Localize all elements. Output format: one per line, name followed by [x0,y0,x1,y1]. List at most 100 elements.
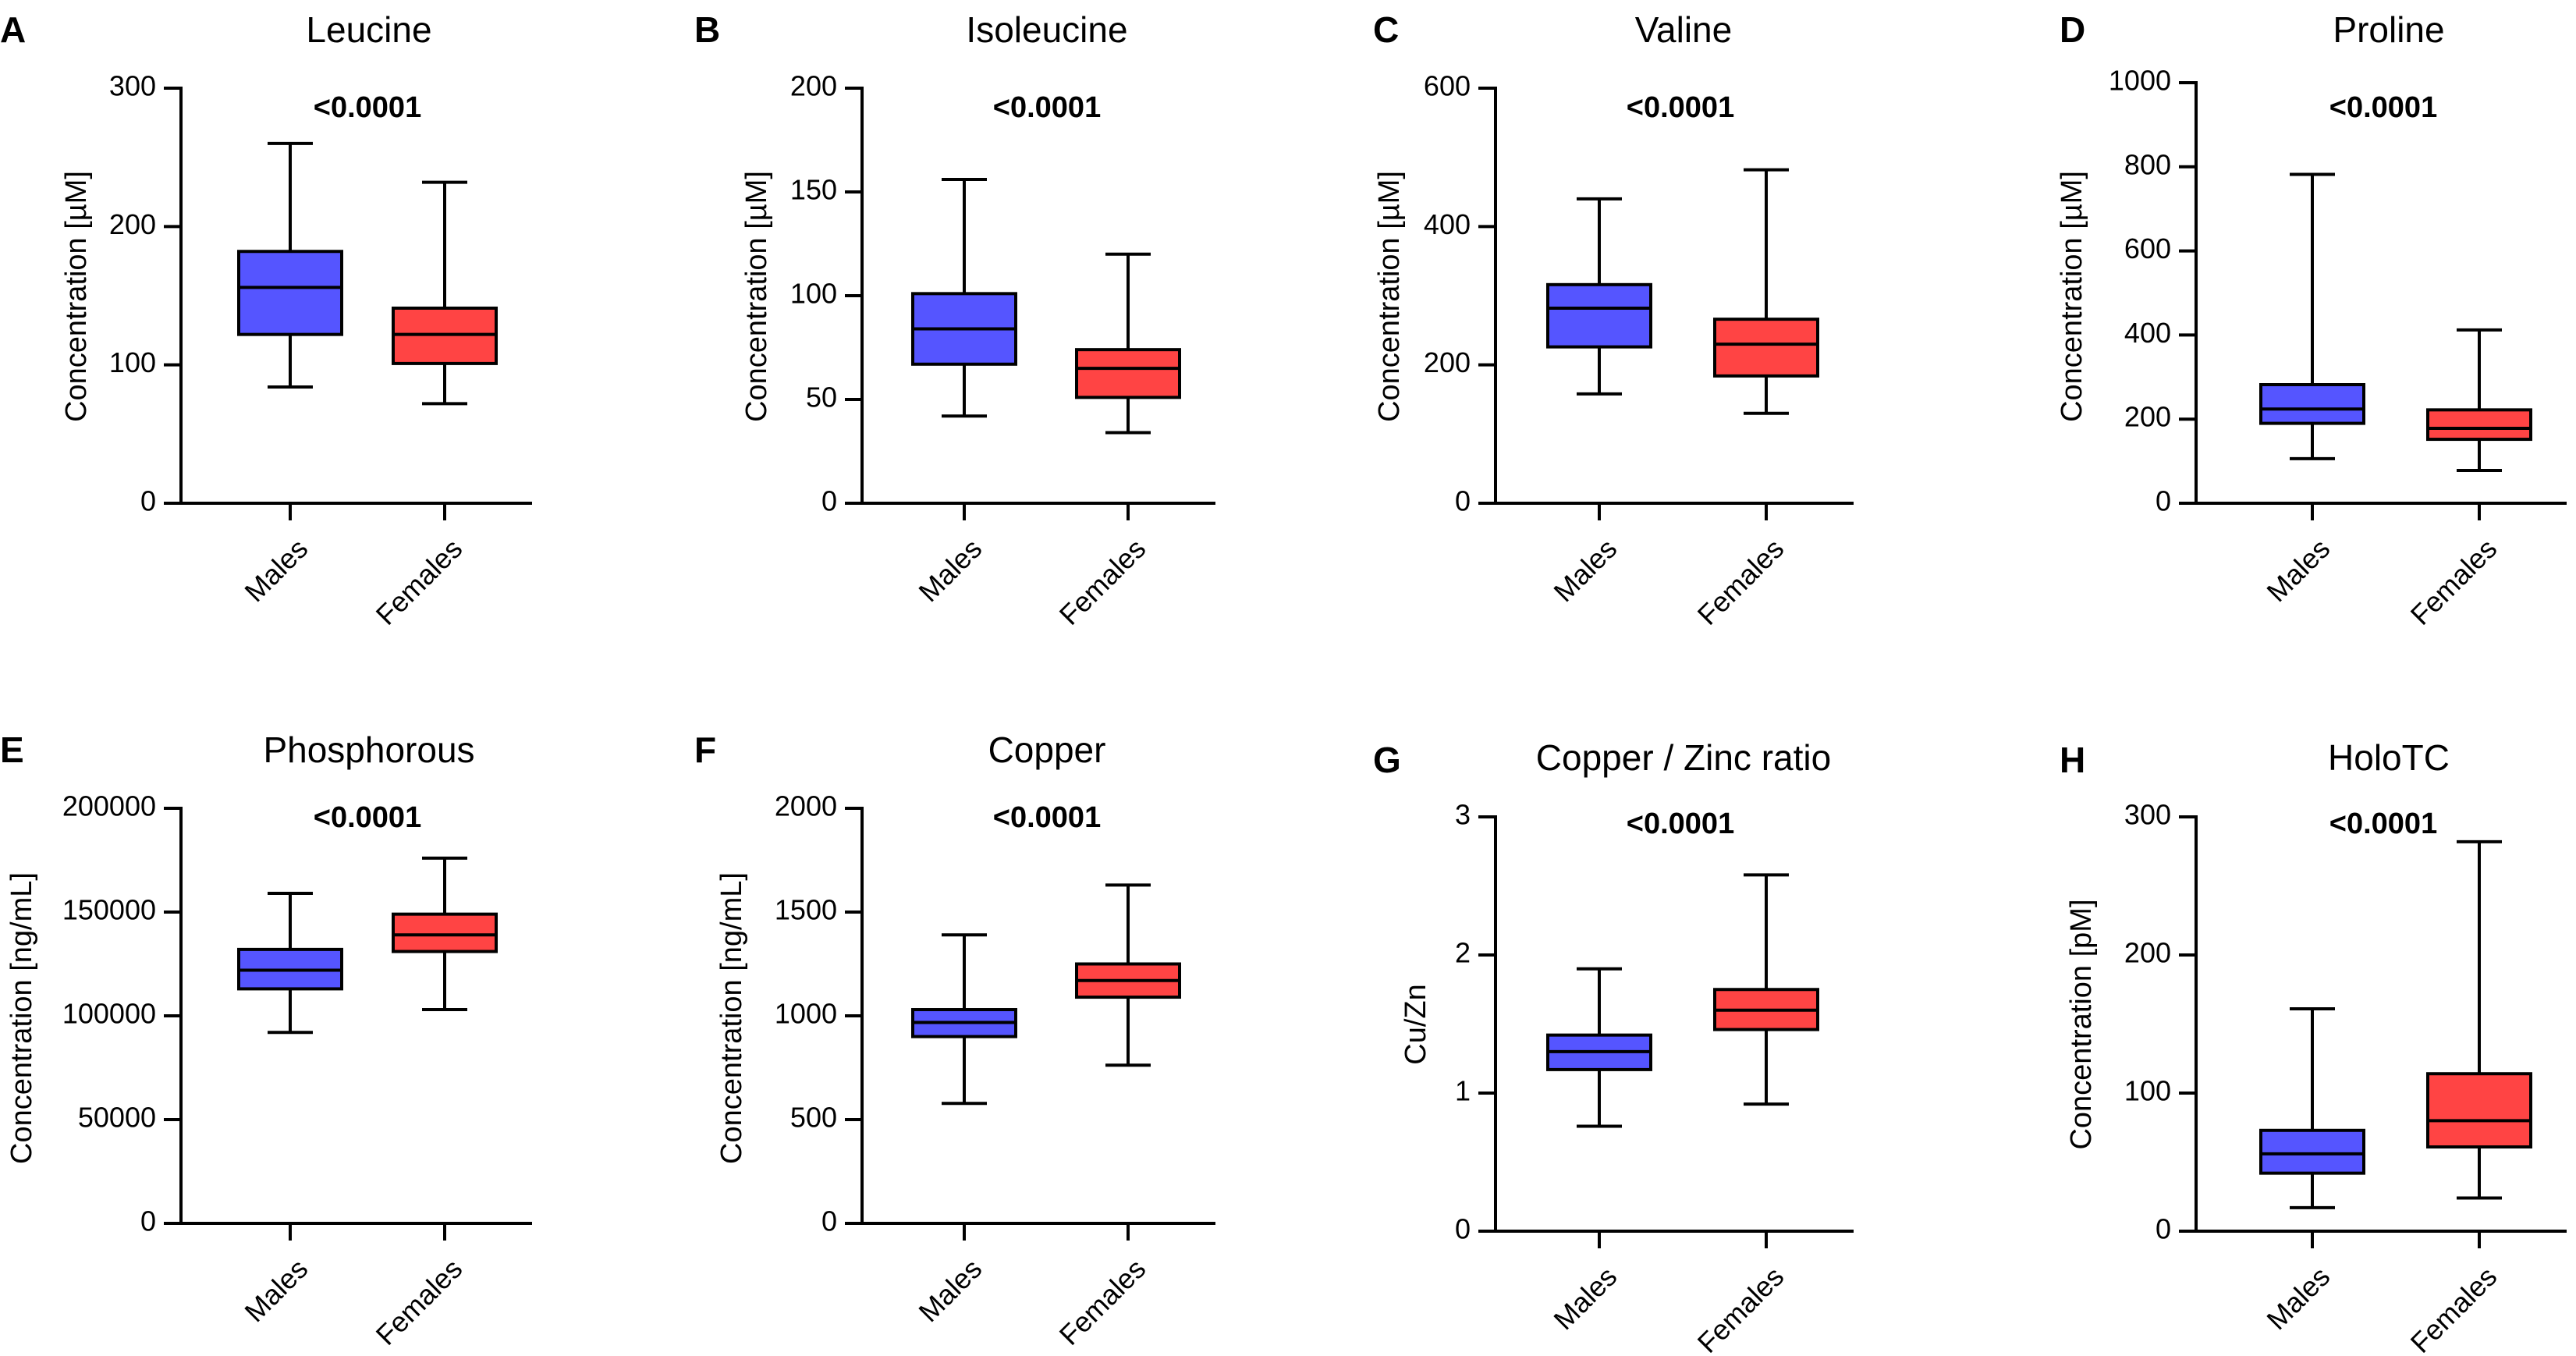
y-tick-label: 150000 [62,894,156,926]
y-tick-label: 200 [2124,401,2171,433]
y-tick-label: 300 [2124,799,2171,831]
box-males [1546,282,1652,349]
p-value-annotation: <0.0001 [314,91,421,124]
y-axis-label: Concentration [µM] [740,171,773,422]
panel-letter: C [1373,9,1399,50]
y-tick-label: 200 [2124,937,2171,969]
y-tick-label: 600 [2124,233,2171,264]
y-axis-label: Concentration [pM] [2065,899,2098,1149]
y-axis-label: Concentration [µM] [1373,171,1406,422]
y-tick-label: 0 [821,1205,837,1237]
chart-title: Phosphorous [263,729,474,770]
y-tick-label: 200000 [62,790,156,822]
x-category-label: Males [912,532,988,608]
p-value-annotation: <0.0001 [1627,91,1734,124]
chart-title: Leucine [306,9,431,50]
chart-panel-f: F Copper <0.0001 Concentration [ng/mL] 0 500 1… [694,729,1215,1351]
chart-title: Isoleucine [966,9,1127,50]
x-category-label: Males [238,1252,314,1328]
y-tick-label: 150 [790,174,837,206]
chart-title: Valine [1635,9,1732,50]
panel-letter: B [694,9,720,50]
chart-panel-g: G Copper / Zinc ratio <0.0001 Cu/Zn 0 1 2 3 Male… [1373,737,1854,1356]
y-tick-label: 1000 [775,998,837,1030]
p-value-annotation: <0.0001 [993,801,1101,834]
x-category-label: Females [370,532,469,631]
y-tick-label: 0 [2156,1213,2171,1245]
panel-letter: D [2060,9,2085,50]
y-tick-label: 100000 [62,998,156,1030]
box-males [2259,1128,2365,1175]
y-tick-label: 0 [140,485,156,517]
chart-title: HoloTC [2328,737,2450,778]
y-tick-label: 1 [1455,1075,1471,1107]
y-tick-label: 400 [1424,208,1471,240]
panel-letter: A [0,9,26,50]
y-tick-label: 0 [821,485,837,517]
box-females [2426,1072,2532,1149]
panel-letter: E [0,729,24,770]
box-females [392,912,498,953]
panel-letter: H [2060,740,2085,780]
x-category-label: Females [1053,532,1152,631]
y-tick-label: 1500 [775,894,837,926]
x-category-label: Females [370,1252,469,1351]
y-tick-label: 100 [790,278,837,310]
p-value-annotation: <0.0001 [993,91,1101,124]
x-category-label: Males [238,532,314,608]
y-tick-label: 400 [2124,317,2171,349]
x-category-label: Males [912,1252,988,1328]
chart-panel-a: A Leucine <0.0001 Concentration [µM] 0 100 200… [0,9,532,631]
p-value-annotation: <0.0001 [314,801,421,834]
y-tick-label: 500 [790,1102,837,1134]
x-category-label: Males [1547,1260,1623,1336]
chart-title: Copper / Zinc ratio [1536,737,1831,778]
box-males [237,250,343,336]
y-axis-label: Concentration [ng/mL] [5,872,38,1164]
p-value-annotation: <0.0001 [1627,808,1734,840]
y-tick-label: 600 [1424,70,1471,102]
y-tick-label: 3 [1455,799,1471,831]
panel-letter: G [1373,740,1401,780]
y-tick-label: 50 [806,382,837,414]
y-tick-label: 800 [2124,148,2171,180]
y-tick-label: 1000 [2109,65,2171,97]
x-category-label: Females [2404,532,2503,631]
x-category-label: Males [2260,532,2336,608]
chart-panel-h: H HoloTC <0.0001 Concentration [pM] 0 100 200 3… [2060,737,2567,1356]
y-axis-label: Cu/Zn [1400,984,1432,1064]
x-category-label: Females [2404,1260,2503,1356]
box-females [1713,318,1819,378]
chart-panel-b: B Isoleucine <0.0001 Concentration [µM] 0 50 1… [694,9,1215,631]
panel-letter: F [694,729,716,770]
y-tick-label: 0 [1455,485,1471,517]
chart-panel-d: D Proline <0.0001 Concentration [µM] 0 200 400… [2056,9,2567,631]
y-tick-label: 2 [1455,937,1471,969]
y-tick-label: 200 [790,70,837,102]
y-axis-label: Concentration [µM] [2056,171,2088,422]
y-tick-label: 300 [109,70,156,102]
p-value-annotation: <0.0001 [2329,808,2437,840]
chart-panel-c: C Valine <0.0001 Concentration [µM] 0 200 400 6… [1373,9,1854,631]
y-tick-label: 2000 [775,790,837,822]
y-axis-label: Concentration [ng/mL] [715,872,748,1164]
y-tick-label: 0 [2156,485,2171,517]
y-tick-label: 100 [109,346,156,378]
x-category-label: Females [1691,1260,1790,1356]
chart-title: Proline [2333,9,2444,50]
x-category-label: Males [1547,532,1623,608]
box-females [2426,408,2532,442]
y-tick-label: 50000 [78,1102,156,1134]
y-tick-label: 200 [109,208,156,240]
y-tick-label: 100 [2124,1075,2171,1107]
box-females [1075,348,1181,399]
x-category-label: Females [1691,532,1790,631]
y-axis-label: Concentration [µM] [60,171,93,422]
chart-title: Copper [988,729,1106,770]
x-category-label: Females [1053,1252,1152,1351]
p-value-annotation: <0.0001 [2329,91,2437,124]
y-tick-label: 0 [140,1205,156,1237]
x-category-label: Males [2260,1260,2336,1336]
y-tick-label: 200 [1424,346,1471,378]
